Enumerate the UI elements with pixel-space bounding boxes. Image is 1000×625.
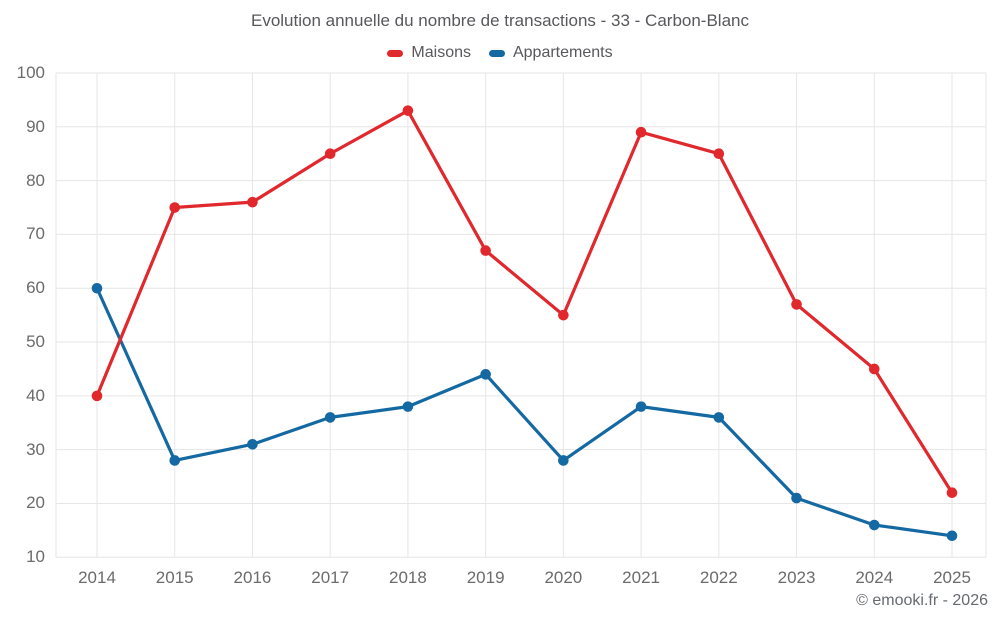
y-axis-tick-label: 30	[26, 439, 45, 459]
x-axis-tick-label: 2018	[388, 568, 427, 587]
data-point-maisons[interactable]	[402, 105, 414, 116]
data-point-maisons[interactable]	[480, 245, 491, 256]
data-point-appartements[interactable]	[247, 438, 258, 450]
data-point-appartements[interactable]	[558, 455, 569, 466]
data-point-appartements[interactable]	[713, 412, 725, 423]
appartements-legend-marker-icon	[488, 49, 505, 57]
x-axis-tick-label: 2024	[855, 568, 894, 587]
data-point-maisons[interactable]	[169, 202, 181, 213]
y-axis-tick-label: 20	[26, 493, 45, 513]
y-axis-tick-label: 70	[26, 224, 45, 244]
data-point-appartements[interactable]	[324, 412, 336, 423]
data-point-maisons[interactable]	[91, 390, 103, 402]
y-axis-tick-label: 40	[26, 385, 45, 405]
legend-item-appartements[interactable]: Appartements	[488, 44, 613, 62]
data-point-appartements[interactable]	[635, 401, 647, 412]
y-axis-tick-label: 90	[26, 116, 45, 136]
data-point-maisons[interactable]	[558, 309, 569, 321]
x-axis-tick-label: 2025	[933, 568, 971, 587]
series-line-appartements	[95, 286, 954, 538]
chart-legend: Maisons Appartements	[0, 44, 1000, 62]
x-axis-tick-label: 2021	[622, 568, 660, 587]
data-point-appartements[interactable]	[480, 369, 491, 380]
y-axis-tick-label: 50	[26, 332, 45, 352]
data-point-maisons[interactable]	[324, 148, 336, 160]
data-point-appartements[interactable]	[946, 530, 958, 542]
legend-item-maisons[interactable]: Maisons	[387, 44, 471, 62]
copyright-footer: © emooki.fr - 2026	[856, 592, 988, 609]
x-axis-tick-label: 2017	[311, 568, 350, 587]
x-axis-tick-label: 2020	[544, 568, 583, 587]
maisons-legend-marker-icon	[387, 49, 404, 57]
data-point-maisons[interactable]	[791, 299, 802, 310]
x-axis-tick-label: 2023	[777, 568, 816, 587]
data-point-maisons[interactable]	[868, 363, 880, 375]
chart-title: Evolution annuelle du nombre de transact…	[250, 11, 749, 30]
y-axis-tick-label: 100	[16, 63, 45, 82]
data-point-appartements[interactable]	[402, 401, 414, 412]
legend-label-appartements: Appartements	[512, 44, 613, 61]
data-point-appartements[interactable]	[868, 519, 880, 531]
data-point-maisons[interactable]	[713, 148, 725, 160]
data-point-maisons[interactable]	[635, 126, 647, 138]
data-point-appartements[interactable]	[169, 455, 181, 466]
x-axis-tick-label: 2022	[699, 568, 738, 587]
data-point-appartements[interactable]	[91, 282, 103, 294]
y-axis-tick-label: 60	[26, 278, 45, 298]
x-axis-tick-label: 2014	[78, 568, 116, 587]
x-axis-tick-label: 2015	[155, 568, 194, 587]
legend-label-maisons: Maisons	[411, 44, 471, 61]
data-point-appartements[interactable]	[791, 492, 802, 504]
series-line-maisons	[95, 109, 954, 495]
data-point-maisons[interactable]	[946, 487, 958, 499]
x-axis-tick-label: 2019	[466, 568, 505, 587]
y-axis-tick-label: 80	[26, 170, 45, 190]
y-axis-tick-label: 10	[26, 547, 45, 567]
data-point-maisons[interactable]	[247, 196, 258, 208]
x-axis-tick-label: 2016	[233, 568, 272, 587]
